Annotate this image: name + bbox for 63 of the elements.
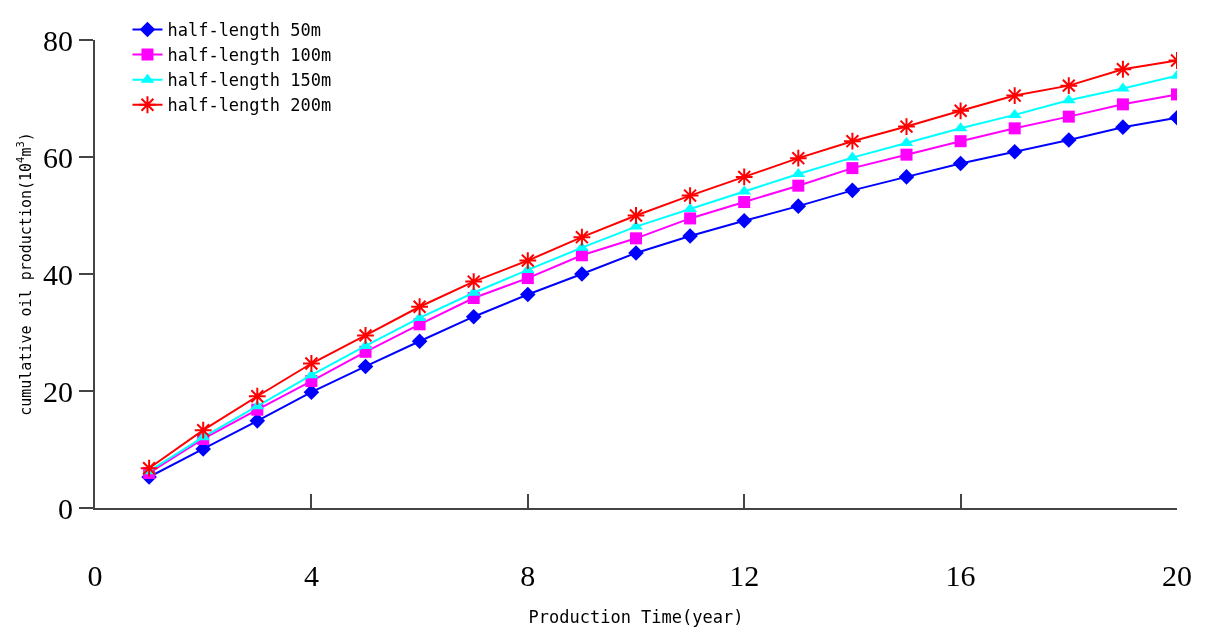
x-axis-title: Production Time(year): [528, 606, 744, 627]
point: [792, 179, 805, 192]
point: [790, 198, 807, 214]
point: [521, 272, 534, 285]
point: [1116, 98, 1129, 111]
point: [736, 212, 752, 229]
legend-label: half-length 200m: [167, 95, 332, 116]
point: [1008, 122, 1021, 135]
x-tick-label: 12: [729, 559, 760, 592]
point: [249, 413, 266, 429]
y-tick-label: 60: [43, 140, 73, 174]
point: [734, 167, 754, 187]
point: [356, 326, 375, 345]
point: [139, 458, 159, 478]
legend-label: half-length 100m: [167, 45, 332, 66]
x-tick-label: 8: [520, 559, 536, 592]
point: [843, 131, 862, 151]
point: [952, 155, 969, 172]
point: [788, 148, 808, 168]
x-tick-label: 4: [303, 559, 319, 592]
point: [520, 286, 536, 303]
point: [738, 196, 751, 209]
y-tick-label: 80: [43, 23, 73, 57]
y-tick-label: 0: [58, 491, 73, 525]
point: [572, 227, 592, 247]
point: [629, 220, 643, 230]
point: [682, 228, 698, 244]
point: [846, 162, 859, 175]
point: [410, 297, 429, 317]
point: [1059, 76, 1079, 96]
point: [193, 420, 213, 440]
y-tick-label: 20: [43, 374, 73, 408]
point: [684, 212, 697, 225]
legend-label: half-length 150m: [167, 70, 332, 91]
point: [1115, 119, 1131, 135]
legend-label: half-length 50m: [167, 20, 321, 41]
point: [844, 182, 861, 199]
point: [897, 117, 916, 136]
point: [1062, 110, 1075, 123]
point: [1061, 132, 1077, 148]
point: [898, 169, 915, 185]
x-tick-label: 16: [945, 559, 976, 592]
point: [900, 148, 913, 161]
point: [247, 386, 267, 406]
point: [630, 232, 642, 245]
point: [302, 354, 321, 373]
point: [951, 101, 970, 121]
point: [465, 308, 482, 325]
point: [1005, 86, 1025, 105]
point: [954, 135, 967, 148]
y-tick-label: 40: [43, 257, 73, 291]
point: [626, 206, 646, 225]
point: [464, 272, 484, 292]
point: [357, 358, 374, 375]
point: [574, 266, 590, 282]
point: [680, 186, 700, 206]
x-tick-label: 20: [1162, 559, 1192, 592]
point: [411, 333, 428, 350]
point: [1113, 59, 1133, 79]
point: [1006, 143, 1023, 160]
point: [628, 245, 644, 261]
x-tick-label: 0: [87, 559, 103, 592]
point: [518, 251, 538, 270]
